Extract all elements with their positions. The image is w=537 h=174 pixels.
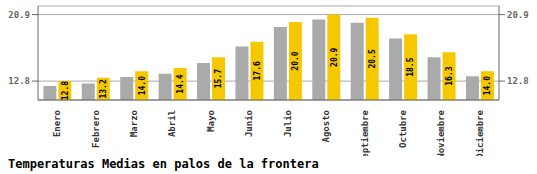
svg-text:15.7: 15.7: [214, 69, 223, 88]
svg-text:Mayo: Mayo: [206, 110, 216, 132]
svg-text:Julio: Julio: [283, 110, 293, 137]
svg-text:12.8: 12.8: [8, 76, 30, 86]
svg-text:20.5: 20.5: [368, 49, 377, 68]
svg-text:12.8: 12.8: [61, 81, 70, 100]
svg-text:Febrero: Febrero: [91, 110, 101, 148]
svg-text:20.9: 20.9: [507, 10, 529, 20]
html-text:Temperaturas Medias en palos d: Temperaturas Medias en palos de la front…: [8, 157, 319, 171]
svg-text:Diciembre: Diciembre: [475, 109, 485, 156]
svg-text:Abril: Abril: [167, 110, 177, 137]
svg-text:Junio: Junio: [244, 110, 254, 137]
svg-text:16.3: 16.3: [445, 66, 454, 85]
svg-text:20.9: 20.9: [8, 10, 30, 20]
svg-text:14.0: 14.0: [138, 76, 147, 95]
svg-text:Noviembre: Noviembre: [436, 109, 446, 156]
svg-text:Octubre: Octubre: [398, 109, 408, 148]
svg-text:14.4: 14.4: [176, 74, 185, 93]
svg-text:12.8: 12.8: [507, 76, 529, 86]
svg-text:14.0: 14.0: [483, 76, 492, 95]
svg-text:20.9: 20.9: [330, 47, 339, 66]
svg-text:Marzo: Marzo: [129, 110, 139, 137]
svg-text:Septiembre: Septiembre: [360, 109, 370, 156]
svg-text:Agosto: Agosto: [321, 110, 331, 143]
svg-text:13.2: 13.2: [99, 79, 108, 98]
svg-text:17.6: 17.6: [253, 61, 262, 80]
svg-text:18.5: 18.5: [406, 57, 415, 76]
svg-text:Enero: Enero: [52, 110, 62, 137]
svg-text:20.0: 20.0: [291, 51, 300, 70]
